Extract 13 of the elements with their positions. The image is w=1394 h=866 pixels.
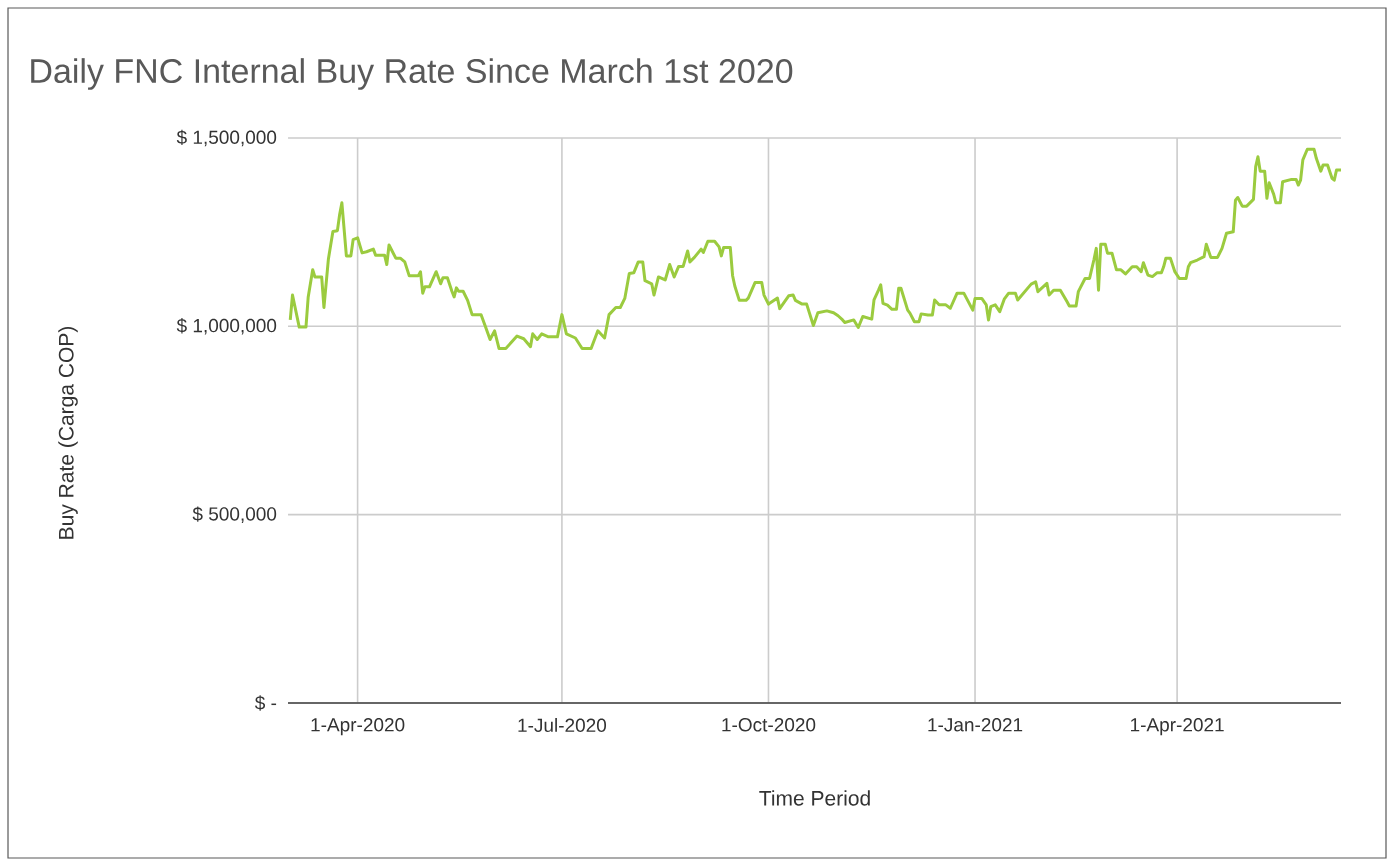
- y-tick-label: $ -: [254, 695, 277, 711]
- y-tick-label: $ 500,000: [192, 506, 277, 523]
- y-tick-label: $ 1,000,000: [176, 318, 277, 335]
- x-tick-label: 1-Jul-2020: [518, 718, 607, 733]
- x-tick-label: 1-Oct-2020: [722, 718, 816, 732]
- x-axis-title: Time Period: [759, 790, 870, 806]
- line-series: [288, 147, 1343, 351]
- x-tick-label: 1-Apr-2021: [1131, 718, 1224, 736]
- x-tick-label: 1-Apr-2020: [311, 718, 405, 736]
- chart-title: Daily FNC Internal Buy Rate Since March 1st 2020: [31, 58, 793, 90]
- y-tick-label: $ 1,500,000: [176, 129, 277, 147]
- x-tick-label: 1-Jan-2021: [928, 718, 1023, 732]
- y-axis-title: Buy Rate (Carga COP): [58, 326, 78, 539]
